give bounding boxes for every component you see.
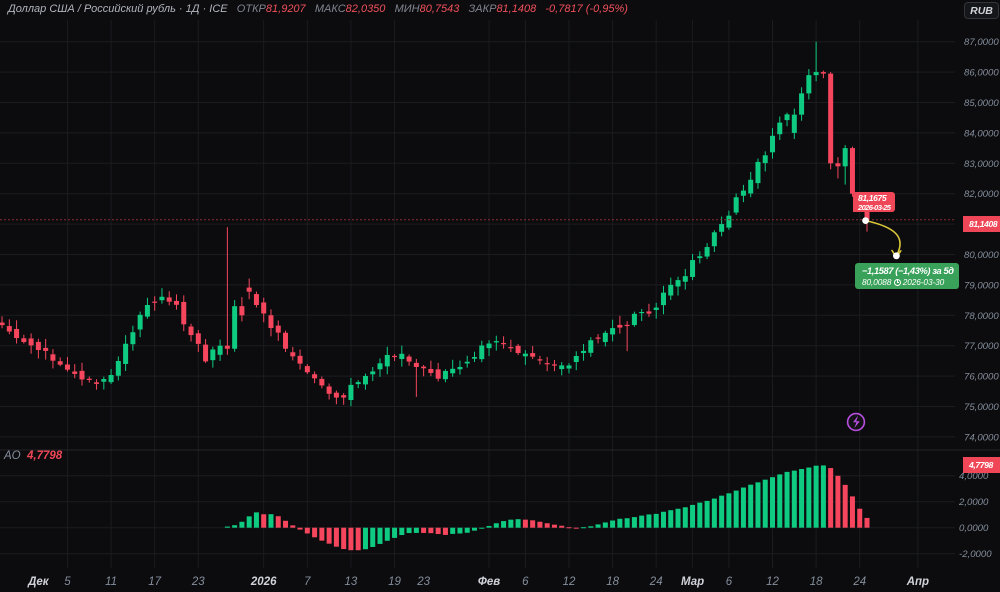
svg-text:75,0000: 75,0000 <box>964 402 999 413</box>
svg-text:85,0000: 85,0000 <box>964 98 999 109</box>
svg-text:-2,0000: -2,0000 <box>959 549 992 560</box>
svg-text:78,0000: 78,0000 <box>964 311 999 322</box>
svg-text:12: 12 <box>766 576 779 588</box>
svg-text:84,0000: 84,0000 <box>964 128 999 139</box>
svg-text:13: 13 <box>345 576 358 588</box>
svg-text:86,0000: 86,0000 <box>964 68 999 79</box>
svg-text:82,0000: 82,0000 <box>964 189 999 200</box>
svg-text:83,0000: 83,0000 <box>964 159 999 170</box>
svg-text:87,0000: 87,0000 <box>964 37 999 48</box>
svg-text:2026: 2026 <box>250 576 277 588</box>
svg-text:23: 23 <box>191 576 205 588</box>
svg-text:19: 19 <box>388 576 401 588</box>
svg-text:17: 17 <box>148 576 161 588</box>
svg-text:79,0000: 79,0000 <box>964 280 999 291</box>
svg-text:6: 6 <box>726 576 733 588</box>
svg-text:24: 24 <box>649 576 663 588</box>
svg-text:76,0000: 76,0000 <box>964 372 999 383</box>
svg-text:Мар: Мар <box>681 576 704 588</box>
svg-text:Фев: Фев <box>478 576 500 588</box>
svg-text:23: 23 <box>416 576 430 588</box>
svg-text:Дек: Дек <box>27 576 50 588</box>
svg-text:7: 7 <box>304 576 311 588</box>
svg-text:0,0000: 0,0000 <box>959 523 989 534</box>
svg-text:24: 24 <box>852 576 866 588</box>
svg-text:74,0000: 74,0000 <box>964 432 999 443</box>
svg-text:11: 11 <box>105 576 117 588</box>
svg-text:Апр: Апр <box>906 576 929 588</box>
svg-text:18: 18 <box>810 576 823 588</box>
svg-text:2,0000: 2,0000 <box>958 497 989 508</box>
svg-text:12: 12 <box>563 576 576 588</box>
svg-text:18: 18 <box>606 576 619 588</box>
svg-text:77,0000: 77,0000 <box>964 341 999 352</box>
svg-text:6: 6 <box>522 576 529 588</box>
svg-text:80,0000: 80,0000 <box>964 250 999 261</box>
svg-text:5: 5 <box>64 576 71 588</box>
